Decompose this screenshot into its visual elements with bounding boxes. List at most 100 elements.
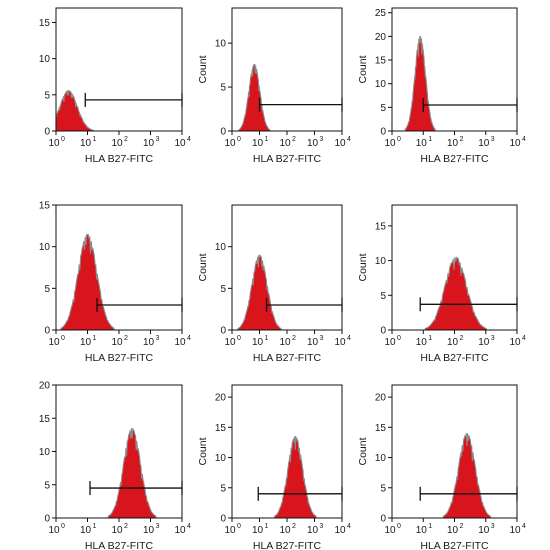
y-tick-label: 5 — [44, 90, 50, 101]
y-tick-label: 15 — [39, 414, 51, 425]
x-tick-label: 10 — [416, 138, 428, 149]
x-tick-exponent: 1 — [93, 136, 97, 143]
y-axis-label: Count — [197, 437, 209, 465]
x-tick-label: 10 — [111, 525, 123, 536]
x-tick-label: 10 — [143, 138, 155, 149]
x-axis-label: HLA B27-FITC — [85, 540, 154, 550]
y-tick-label: 10 — [375, 79, 387, 90]
x-tick-label: 10 — [80, 337, 92, 348]
x-tick-exponent: 4 — [522, 335, 526, 342]
x-tick-exponent: 2 — [292, 523, 296, 530]
y-tick-label: 5 — [220, 83, 226, 94]
x-tick-label: 10 — [384, 337, 396, 348]
x-tick-label: 10 — [48, 337, 60, 348]
x-tick-exponent: 2 — [460, 523, 464, 530]
x-axis-label: HLA B27-FITC — [253, 352, 322, 364]
x-tick-label: 10 — [478, 138, 490, 149]
y-tick-label: 10 — [375, 256, 387, 267]
y-tick-label: 0 — [380, 127, 386, 138]
x-tick-exponent: 0 — [397, 136, 401, 143]
y-tick-label: 0 — [380, 514, 386, 525]
x-axis-label: HLA B27-FITC — [253, 540, 322, 550]
x-tick-exponent: 4 — [187, 523, 191, 530]
x-tick-label: 10 — [334, 138, 346, 149]
x-tick-label: 10 — [307, 525, 319, 536]
y-tick-label: 5 — [220, 284, 226, 295]
y-tick-label: 5 — [44, 284, 50, 295]
y-tick-label: 15 — [375, 56, 387, 67]
x-tick-exponent: 4 — [522, 136, 526, 143]
x-tick-exponent: 4 — [187, 136, 191, 143]
y-axis-label: Count — [357, 253, 369, 281]
y-tick-label: 20 — [375, 393, 387, 404]
x-tick-label: 10 — [174, 337, 186, 348]
y-tick-label: 20 — [375, 32, 387, 43]
y-tick-label: 0 — [380, 326, 386, 337]
histogram-area — [238, 63, 271, 132]
x-tick-exponent: 3 — [491, 335, 495, 342]
x-tick-exponent: 0 — [61, 136, 65, 143]
x-tick-label: 10 — [279, 525, 291, 536]
x-axis-label: HLA B27-FITC — [420, 352, 489, 364]
x-tick-label: 10 — [224, 525, 236, 536]
x-tick-label: 10 — [384, 138, 396, 149]
x-tick-label: 10 — [279, 337, 291, 348]
x-tick-label: 10 — [447, 138, 459, 149]
x-tick-label: 10 — [174, 525, 186, 536]
x-axis-label: HLA B27-FITC — [420, 153, 489, 165]
y-tick-label: 25 — [375, 8, 387, 19]
x-tick-exponent: 3 — [320, 335, 324, 342]
y-tick-label: 10 — [39, 54, 51, 65]
y-axis-label: Count — [197, 253, 209, 281]
x-tick-exponent: 1 — [93, 335, 97, 342]
x-axis-label: HLA B27-FITC — [85, 352, 154, 364]
x-tick-exponent: 3 — [491, 523, 495, 530]
x-tick-exponent: 1 — [428, 523, 432, 530]
y-tick-label: 0 — [44, 514, 50, 525]
y-axis-label: Count — [197, 55, 209, 83]
y-tick-label: 0 — [220, 326, 226, 337]
x-tick-label: 10 — [307, 138, 319, 149]
x-tick-exponent: 2 — [124, 335, 128, 342]
y-tick-label: 10 — [215, 39, 227, 50]
x-tick-exponent: 3 — [156, 136, 160, 143]
x-tick-label: 10 — [252, 337, 264, 348]
x-tick-label: 10 — [478, 337, 490, 348]
y-axis-label: Count — [357, 55, 369, 83]
x-tick-exponent: 1 — [428, 335, 432, 342]
x-tick-label: 10 — [307, 337, 319, 348]
x-tick-label: 10 — [252, 138, 264, 149]
x-tick-label: 10 — [279, 138, 291, 149]
x-tick-exponent: 0 — [237, 335, 241, 342]
x-tick-exponent: 2 — [460, 335, 464, 342]
y-tick-label: 0 — [220, 514, 226, 525]
x-tick-exponent: 0 — [61, 335, 65, 342]
histogram-area — [404, 35, 436, 132]
y-tick-label: 10 — [215, 453, 227, 464]
x-tick-exponent: 2 — [124, 523, 128, 530]
y-tick-label: 0 — [44, 127, 50, 138]
histogram-area — [442, 433, 492, 519]
x-tick-exponent: 4 — [347, 136, 351, 143]
x-tick-exponent: 4 — [347, 523, 351, 530]
y-tick-label: 5 — [380, 483, 386, 494]
y-tick-label: 0 — [44, 326, 50, 337]
histogram-area — [237, 254, 282, 331]
x-tick-exponent: 2 — [124, 136, 128, 143]
x-tick-label: 10 — [509, 525, 521, 536]
histogram-area — [60, 233, 115, 331]
x-tick-label: 10 — [416, 525, 428, 536]
x-axis-label: HLA B27-FITC — [85, 153, 154, 165]
x-tick-exponent: 4 — [522, 523, 526, 530]
y-tick-label: 10 — [39, 447, 51, 458]
x-tick-exponent: 0 — [397, 523, 401, 530]
x-tick-exponent: 2 — [292, 136, 296, 143]
histogram-area — [107, 427, 157, 519]
x-tick-label: 10 — [48, 138, 60, 149]
y-tick-label: 15 — [375, 221, 387, 232]
x-tick-exponent: 0 — [397, 335, 401, 342]
x-tick-label: 10 — [80, 525, 92, 536]
